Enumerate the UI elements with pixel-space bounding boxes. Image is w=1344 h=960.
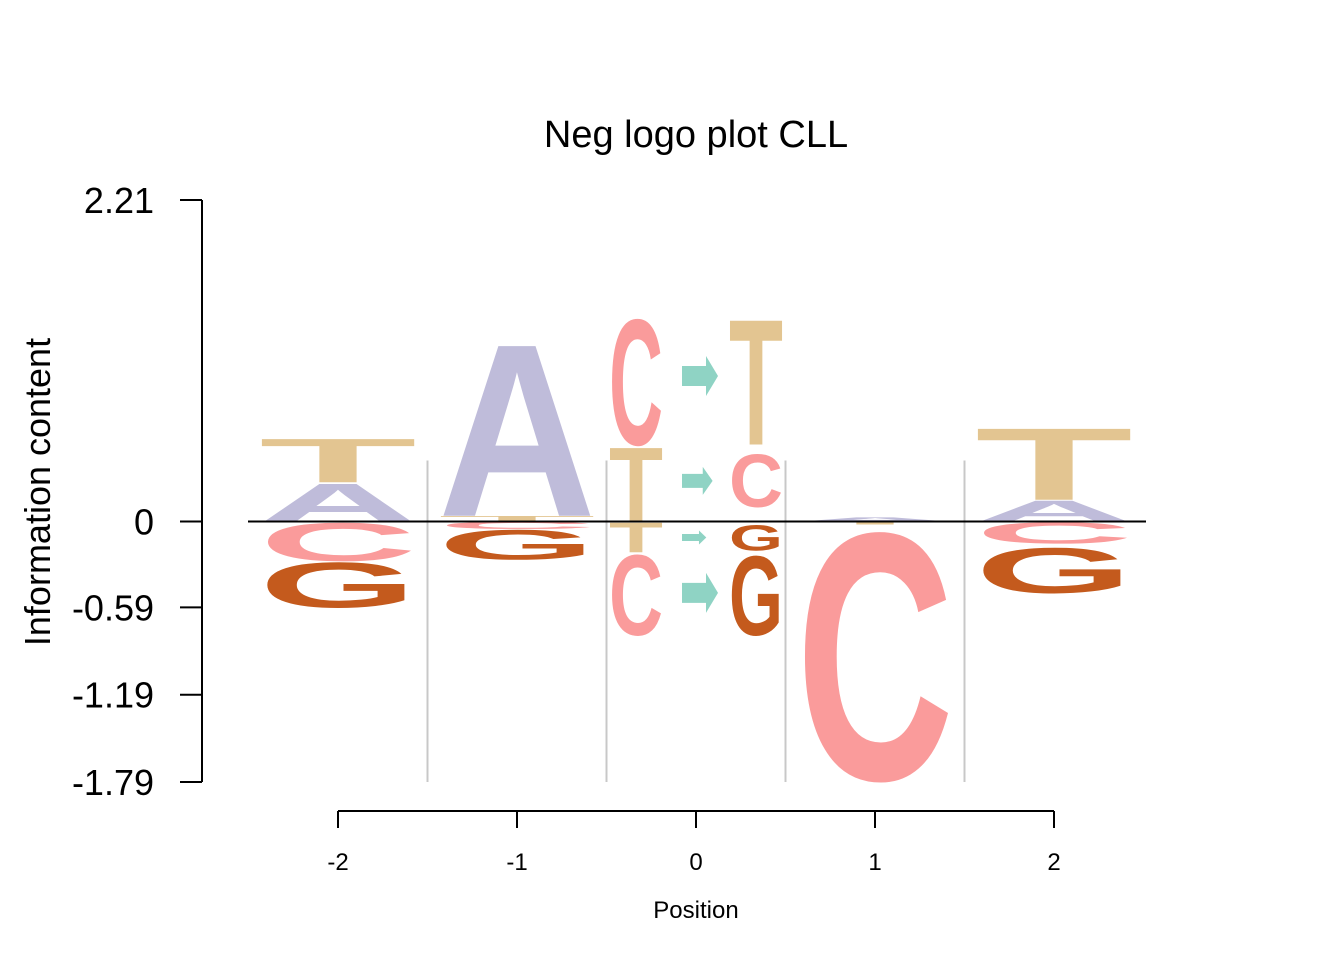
glyph-C: C [609,283,663,484]
y-axis: 2.21 0 -0.59 -1.19 -1.79 [72,180,203,803]
glyph-T: T [438,514,596,523]
x-axis: -2 -1 0 1 2 [327,810,1061,876]
glyph-C: C [796,460,954,854]
y-axis-label: Information content [17,338,58,646]
glyph-T: T [259,426,417,496]
substitution-arrow [682,530,707,545]
letter-A: A [796,516,954,523]
glyph-T: T [609,424,663,544]
letter-T: T [796,521,954,526]
substitution-arrow [682,572,718,613]
y-tick-label: -1.19 [72,675,154,716]
glyph-G: G [729,533,783,660]
x-tick-label: 0 [689,849,702,876]
x-tick-label: 1 [868,849,881,876]
glyph-A: A [438,294,596,569]
letter-T: T [729,283,783,484]
y-tick-label: -1.79 [72,762,154,803]
glyph-C: C [609,531,663,660]
glyph-C: C [729,439,783,523]
letter-T: T [609,424,663,544]
letter-C: C [438,520,596,531]
x-axis-label: Position [653,897,738,924]
chart-title: Neg logo plot CLL [544,114,848,156]
x-tick-label: 2 [1047,849,1060,876]
letter-G: G [259,549,417,621]
glyph-A: A [796,516,954,523]
column-separators [426,460,966,782]
y-tick-label: 0 [134,502,154,543]
glyph-A: A [259,472,417,533]
x-tick-label: -2 [327,849,348,876]
y-tick-label: 2.21 [84,180,154,221]
letter-G: G [729,518,783,559]
substitution-arrow [682,466,713,495]
letter-T: T [975,407,1133,522]
y-tick-label: -0.59 [72,587,154,628]
letter-C: C [729,439,783,523]
letter-G: G [729,533,783,660]
glyph-C: C [438,520,596,531]
letter-A: A [438,294,596,569]
letter-G: G [438,521,596,568]
x-tick-label: -1 [506,849,527,876]
letter-C: C [796,460,954,854]
letter-C: C [609,531,663,660]
glyph-G: G [729,518,783,559]
glyph-T: T [975,407,1133,522]
glyph-G: G [975,534,1133,606]
glyph-T: T [729,283,783,484]
letter-A: A [259,472,417,533]
glyph-G: G [438,521,596,568]
glyph-G: G [259,549,417,621]
substitution-arrow [682,356,718,397]
letter-C: C [609,283,663,484]
glyph-T: T [796,521,954,526]
letter-T: T [259,426,417,496]
letter-T: T [438,514,596,523]
letter-G: G [975,534,1133,606]
